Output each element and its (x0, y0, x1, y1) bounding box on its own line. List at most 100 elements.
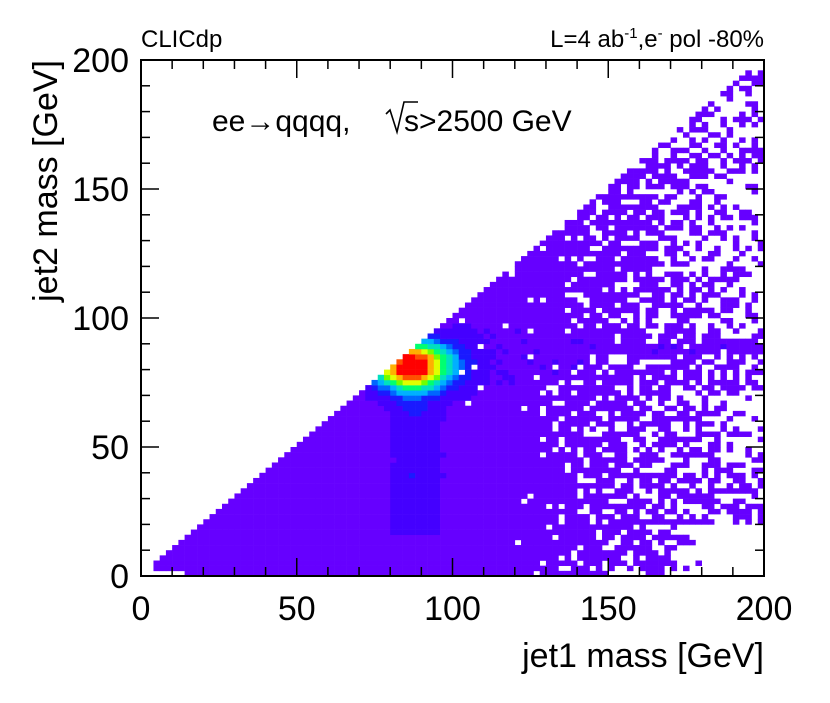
heatmap-bin (278, 488, 285, 494)
heatmap-bin (302, 472, 310, 479)
heatmap-bin (365, 514, 372, 520)
heatmap-bin (614, 343, 622, 350)
heatmap-bin (296, 472, 304, 479)
heatmap-bin (527, 250, 534, 257)
heatmap-bin (701, 467, 709, 474)
heatmap-bin (508, 560, 516, 566)
heatmap-bin (452, 328, 460, 334)
heatmap-bin (701, 106, 709, 112)
heatmap-bin (421, 359, 428, 365)
heatmap-bin (751, 318, 759, 324)
heatmap-bin (757, 452, 765, 458)
heatmap-bin (508, 467, 516, 474)
heatmap-bin (564, 493, 572, 499)
heatmap-bin (720, 421, 727, 427)
heatmap-bin (608, 338, 615, 345)
heatmap-bin (564, 457, 572, 463)
heatmap-bin (689, 256, 696, 262)
heatmap-bin (751, 235, 759, 241)
heatmap-bin (726, 152, 734, 159)
heatmap-bin (670, 441, 678, 448)
heatmap-bin (707, 452, 715, 458)
heatmap-bin (446, 364, 453, 370)
heatmap-bin (664, 441, 671, 448)
heatmap-bin (415, 359, 422, 365)
heatmap-bin (658, 199, 665, 205)
heatmap-bin (577, 369, 584, 376)
heatmap-bin (371, 457, 379, 463)
heatmap-bin (645, 472, 653, 479)
heatmap-bin (427, 529, 435, 536)
heatmap-bin (296, 550, 304, 556)
heatmap-bin (533, 447, 541, 453)
heatmap-bin (321, 555, 329, 561)
heatmap-bin (577, 483, 584, 489)
heatmap-bin (203, 524, 210, 530)
heatmap-bin (533, 436, 541, 443)
heatmap-bin (383, 447, 391, 453)
heatmap-bin (626, 534, 634, 541)
heatmap-bin (570, 281, 578, 288)
heatmap-bin (408, 410, 416, 417)
heatmap-bin (658, 209, 665, 216)
heatmap-bin (552, 550, 559, 556)
heatmap-bin (583, 374, 590, 381)
heatmap-bin (707, 250, 715, 257)
heatmap-bin (352, 534, 360, 541)
heatmap-bin (602, 431, 609, 437)
heatmap-bin (739, 498, 746, 505)
heatmap-bin (651, 168, 659, 174)
heatmap-bin (371, 400, 379, 407)
heatmap-bin (683, 441, 690, 448)
heatmap-bin (464, 416, 472, 422)
heatmap-bin (483, 328, 491, 334)
heatmap-bin (421, 354, 428, 360)
heatmap-bin (203, 565, 210, 572)
heatmap-bin (739, 472, 746, 479)
heatmap-bin (602, 302, 609, 308)
heatmap-bin (527, 261, 534, 267)
heatmap-bin (602, 462, 609, 468)
heatmap-bin (714, 199, 721, 205)
heatmap-bin (614, 323, 622, 329)
heatmap-bin (695, 230, 702, 236)
heatmap-bin (446, 483, 453, 489)
heatmap-bin (608, 493, 615, 499)
heatmap-bin (290, 565, 298, 572)
heatmap-bin (714, 333, 721, 339)
heatmap-bin (577, 266, 584, 272)
heatmap-bin (595, 312, 603, 319)
heatmap-bin (651, 348, 659, 355)
heatmap-bin (440, 400, 447, 407)
heatmap-bin (564, 519, 572, 525)
heatmap-bin (527, 333, 534, 339)
heatmap-bin (489, 390, 497, 396)
heatmap-bin (645, 240, 653, 247)
heatmap-bin (415, 410, 422, 417)
heatmap-bin (433, 441, 441, 448)
heatmap-bin (695, 498, 702, 505)
heatmap-bin (602, 323, 609, 329)
heatmap-bin (577, 431, 584, 437)
heatmap-bin (327, 555, 335, 561)
heatmap-bin (408, 555, 416, 561)
heatmap-bin (695, 152, 702, 159)
heatmap-bin (433, 421, 441, 427)
heatmap-bin (446, 477, 453, 484)
heatmap-bin (545, 287, 553, 293)
heatmap-bin (552, 250, 559, 257)
heatmap-bin (315, 498, 322, 505)
heatmap-bin (477, 328, 484, 334)
heatmap-bin (334, 472, 341, 479)
heatmap-bin (346, 472, 354, 479)
heatmap-bin (315, 447, 322, 453)
heatmap-bin (496, 550, 503, 556)
heatmap-bin (296, 508, 304, 515)
heatmap-bin (489, 524, 497, 530)
heatmap-bin (552, 555, 559, 561)
heatmap-bin (707, 508, 715, 515)
heatmap-bin (383, 555, 391, 561)
heatmap-bin (583, 348, 590, 355)
heatmap-bin (707, 477, 715, 484)
heatmap-bin (489, 565, 497, 572)
